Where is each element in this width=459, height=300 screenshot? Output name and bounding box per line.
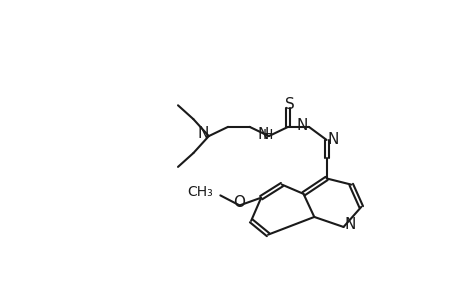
Text: O: O: [233, 195, 245, 210]
Text: N: N: [257, 127, 268, 142]
Text: CH₃: CH₃: [186, 185, 212, 199]
Text: N: N: [197, 126, 209, 141]
Text: S: S: [284, 97, 294, 112]
Text: N: N: [327, 133, 338, 148]
Text: N: N: [343, 217, 355, 232]
Text: H: H: [263, 128, 273, 142]
Text: N: N: [296, 118, 307, 133]
